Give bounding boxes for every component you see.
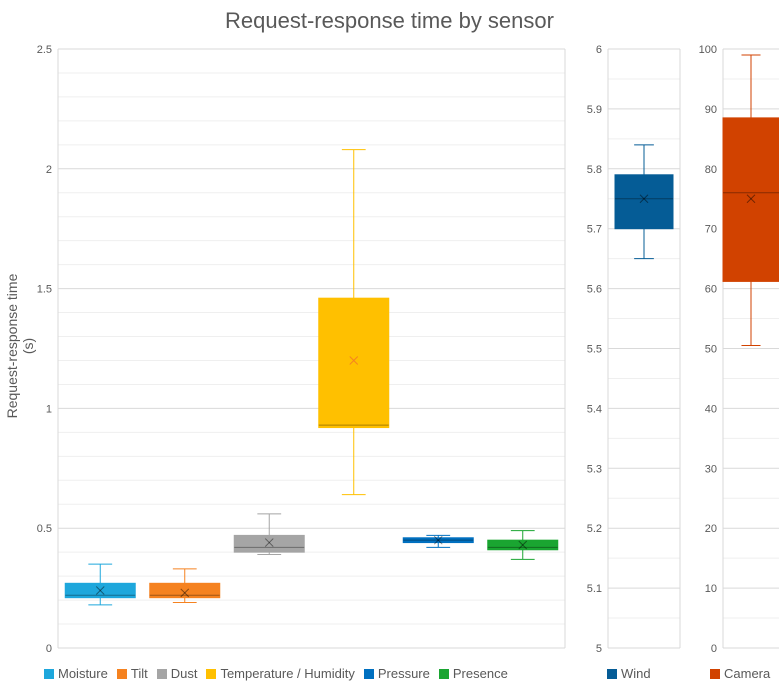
y-tick-label: 60	[705, 284, 717, 296]
legend-item: Presence	[438, 666, 508, 681]
y-tick-label: 1.5	[37, 284, 52, 296]
y-tick-label: 5.5	[587, 344, 602, 356]
y-tick-label: 5.8	[587, 164, 602, 176]
y-tick-label: 50	[705, 344, 717, 356]
box-camera	[722, 117, 779, 282]
box-dust	[233, 534, 305, 553]
y-tick-label: 5.7	[587, 224, 602, 236]
legend-label: Presence	[452, 666, 508, 681]
legend-label: Temperature / Humidity	[220, 666, 355, 681]
mean-marker	[746, 194, 756, 204]
y-tick-label: 0	[46, 643, 52, 655]
legend-label: Camera	[724, 666, 771, 681]
legend-wind: Wind	[607, 666, 660, 681]
legend-item: Moisture	[44, 666, 108, 681]
y-tick-label: 6	[596, 44, 602, 56]
y-tick-label: 5.9	[587, 104, 602, 116]
y-tick-label: 1	[46, 403, 52, 415]
legend-label: Dust	[170, 666, 198, 681]
legend-swatch	[206, 669, 217, 679]
y-tick-label: 5.2	[587, 523, 602, 535]
legend-camera: Camera	[710, 666, 779, 681]
legend-label: Moisture	[58, 666, 108, 681]
legend-item: Dust	[156, 666, 198, 681]
y-tick-label: 5.6	[587, 284, 602, 296]
y-tick-label: 5.1	[587, 583, 602, 595]
legend-main: Moisture Tilt Dust Temperature / Humidity Pr…	[44, 666, 517, 681]
mean-marker	[180, 588, 190, 598]
mean-marker	[95, 586, 105, 595]
legend-swatch	[363, 669, 374, 679]
legend-item: Tilt	[116, 666, 148, 681]
legend-swatch	[116, 669, 127, 679]
y-tick-label: 2	[46, 164, 52, 176]
legend-label: Pressure	[377, 666, 430, 681]
box-wind	[614, 174, 674, 230]
legend-item: Temperature / Humidity	[206, 666, 355, 681]
box-moisture	[64, 582, 136, 599]
legend-label: Wind	[621, 666, 651, 681]
legend-swatch	[710, 669, 720, 679]
y-tick-label: 40	[705, 403, 717, 415]
mean-marker	[433, 535, 443, 545]
legend-swatch	[156, 669, 167, 679]
mean-marker	[639, 194, 649, 204]
y-tick-label: 5.4	[587, 403, 602, 415]
y-tick-label: 90	[705, 104, 717, 116]
mean-marker	[95, 586, 105, 595]
mean-marker	[639, 194, 649, 204]
y-tick-label: 10	[705, 583, 717, 595]
mean-marker	[264, 538, 274, 547]
mean-marker	[746, 194, 756, 204]
y-tick-label: 100	[699, 44, 717, 56]
legend-swatch	[44, 669, 54, 679]
legend-swatch	[438, 669, 449, 679]
y-tick-label: 5	[596, 643, 602, 655]
mean-marker	[518, 540, 528, 550]
legend-item: Wind	[607, 666, 651, 681]
mean-marker	[180, 588, 190, 598]
legend-item: Pressure	[363, 666, 430, 681]
legend-swatch	[607, 669, 617, 679]
mean-marker	[349, 356, 359, 365]
box-temperature-humidity	[318, 297, 390, 429]
y-tick-label: 0	[711, 643, 717, 655]
y-tick-label: 80	[705, 164, 717, 176]
y-tick-label: 70	[705, 224, 717, 236]
legend-label: Tilt	[130, 666, 148, 681]
mean-marker	[264, 538, 274, 547]
box-tilt	[149, 582, 221, 599]
y-tick-label: 0.5	[37, 523, 52, 535]
y-tick-label: 2.5	[37, 44, 52, 56]
legend-item: Camera	[710, 666, 770, 681]
box-presence	[487, 539, 559, 551]
chart-title: Request-response time by sensor	[225, 8, 554, 33]
mean-marker	[518, 540, 528, 550]
y-tick-label: 20	[705, 523, 717, 535]
mean-marker	[433, 535, 443, 545]
y-tick-label: 30	[705, 463, 717, 475]
box-pressure	[402, 537, 474, 544]
y-tick-label: 5.3	[587, 463, 602, 475]
